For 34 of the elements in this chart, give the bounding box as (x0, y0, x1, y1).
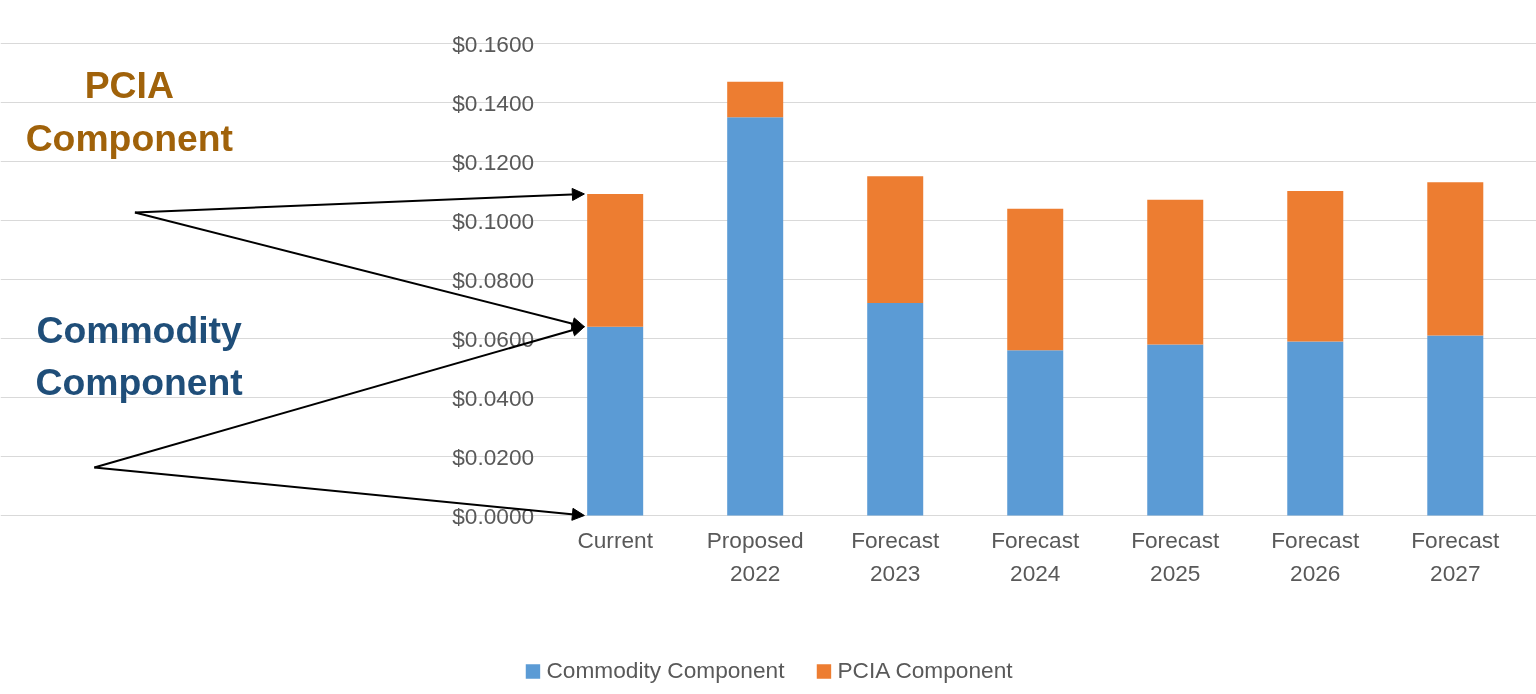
legend-label: Commodity Component (546, 657, 785, 684)
bar (1147, 344, 1204, 516)
bar (1427, 335, 1484, 516)
y-tick-label: $0.1200 (452, 148, 535, 175)
x-tick-label: Forecast 2024 (991, 526, 1081, 587)
text: Commodity Component (35, 308, 243, 404)
bar (867, 176, 924, 304)
legend-label: PCIA Component (837, 657, 1013, 684)
bar (727, 81, 784, 118)
bar (727, 117, 784, 516)
y-tick-label: $0.0400 (452, 384, 535, 411)
y-tick-label: $0.0600 (452, 325, 535, 352)
bar (867, 303, 924, 516)
y-tick-label: $0.1000 (452, 207, 535, 234)
x-tick-label: Forecast 2023 (851, 526, 940, 587)
x-tick-label: Forecast 2025 (1131, 526, 1221, 587)
x-tick-label: Proposed 2022 (706, 526, 804, 587)
y-tick-label: $0.1400 (452, 89, 535, 116)
text: PCIA Component (25, 64, 233, 159)
y-tick-label: $0.0800 (452, 266, 535, 293)
bar (1287, 191, 1344, 342)
bar (1287, 341, 1344, 516)
y-tick-label: $0.1600 (452, 30, 535, 57)
bar (587, 326, 644, 516)
bar (1147, 199, 1204, 345)
x-tick-label: Current (577, 526, 654, 553)
bar (1427, 182, 1484, 336)
bar (587, 193, 644, 327)
y-tick-label: $0.0200 (452, 443, 535, 470)
y-tick-label: $0.0000 (452, 502, 535, 529)
bar (1007, 350, 1064, 516)
x-tick-label: Forecast 2027 (1411, 526, 1501, 587)
bar (1007, 208, 1064, 351)
x-tick-label: Forecast 2026 (1271, 526, 1361, 587)
